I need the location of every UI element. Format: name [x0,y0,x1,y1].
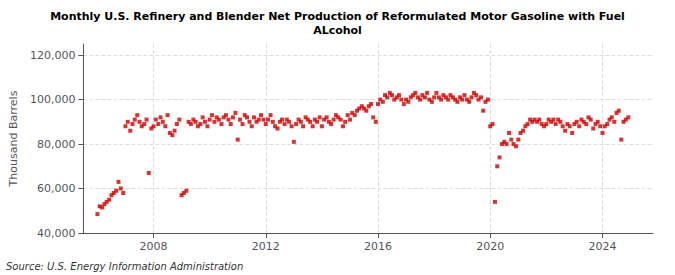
svg-text:40,000: 40,000 [37,227,76,240]
svg-text:ALcohol: ALcohol [313,24,362,37]
svg-text:120,000: 120,000 [30,49,76,62]
svg-text:100,000: 100,000 [30,93,76,106]
svg-text:2024: 2024 [588,240,616,253]
svg-text:2008: 2008 [140,240,168,253]
svg-text:2012: 2012 [252,240,280,253]
svg-text:2016: 2016 [364,240,392,253]
svg-text:Source: U.S. Energy Informatio: Source: U.S. Energy Information Administ… [6,261,243,272]
svg-text:Thousand Barrels: Thousand Barrels [7,90,20,187]
svg-text:60,000: 60,000 [37,182,76,195]
svg-text:2020: 2020 [476,240,504,253]
svg-text:Monthly U.S. Refinery and Blen: Monthly U.S. Refinery and Blender Net Pr… [50,10,625,23]
svg-text:80,000: 80,000 [37,138,76,151]
